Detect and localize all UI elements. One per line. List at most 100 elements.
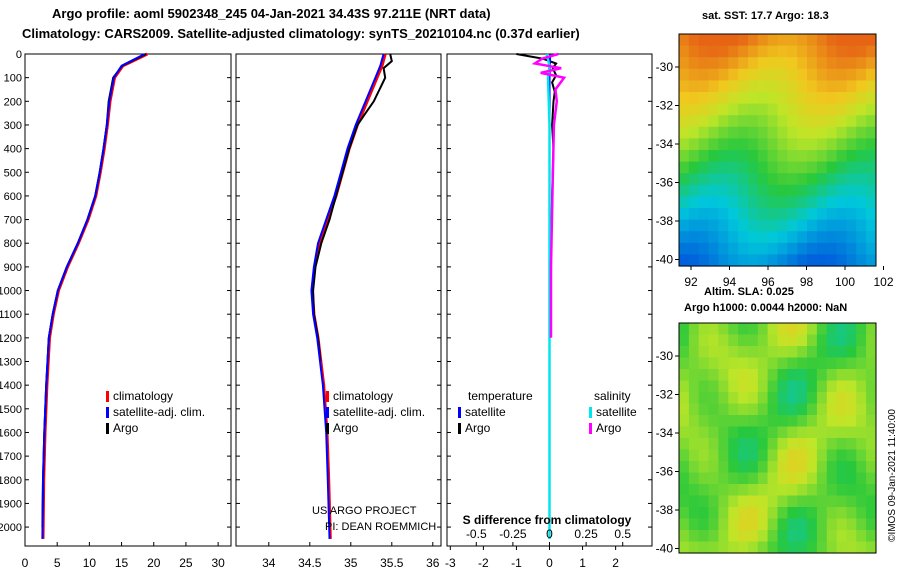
heatmap-cell [836,254,847,267]
heatmap-cell [728,184,739,197]
heatmap-cell [728,380,739,393]
heatmap-cell [856,92,867,105]
depth-tick-label: 500 [4,167,22,179]
heatmap-cell [767,115,778,128]
heatmap-cell [826,392,838,405]
heatmap-cell [698,530,710,543]
heatmap-cell [856,242,867,255]
legend-label: satellite [596,405,637,419]
heatmap-cell [856,438,867,451]
heatmap-cell [866,484,877,497]
heatmap-cell [816,426,828,439]
heatmap-cell [748,254,759,267]
heatmap-cell [718,449,729,462]
heatmap-cell [856,173,867,186]
heatmap-cell [757,103,769,116]
heatmap-cell [787,126,798,139]
heatmap-cell [688,518,700,531]
x-tick-label: -0.25 [499,527,527,541]
heatmap-cell [846,461,857,474]
heatmap-cell [698,380,710,393]
heatmap-cell [846,438,857,451]
heatmap-cell [787,92,798,105]
heatmap-cell [777,495,788,508]
heatmap-cell [698,415,710,428]
heatmap-cell [826,426,838,439]
heatmap-cell [767,173,778,186]
heatmap-cell [797,219,808,232]
heatmap-cell [846,126,857,139]
heatmap-cell [836,242,847,255]
heatmap-cell [826,231,838,244]
heatmap-cell [777,150,788,163]
heatmap-cell [718,208,729,221]
heatmap-cell [757,138,769,151]
heatmap-cell [708,392,719,405]
y-tick-label: -40 [656,542,674,556]
heatmap-cell [708,346,719,359]
heatmap-cell [866,461,877,474]
heatmap-cell [797,426,808,439]
heatmap-cell [728,518,739,531]
heatmap-cell [748,392,759,405]
heatmap-cell [738,242,749,255]
depth-tick-label: 1800 [0,475,22,487]
x-tick-label: 94 [723,275,737,289]
heatmap-cell [826,126,838,139]
heatmap-cell [826,472,838,485]
heatmap-cell [738,403,749,416]
heatmap-cell [807,208,818,221]
heatmap-cell [728,115,739,128]
x-tick-label: 34.5 [298,556,322,570]
heatmap-cell [777,219,788,232]
heatmap-cell [748,150,759,163]
heatmap-cell [688,530,700,543]
heatmap-cell [807,346,818,359]
heatmap-cell [807,92,818,105]
heatmap-cell [708,150,719,163]
heatmap-cell [777,161,788,174]
heatmap-cell [718,472,729,485]
heatmap-cell [787,231,798,244]
heatmap-cell [816,403,828,416]
heatmap-cell [738,392,749,405]
heatmap-cell [679,254,690,267]
heatmap-cell [836,103,847,116]
heatmap-cell [866,254,877,267]
heatmap-cell [846,346,857,359]
heatmap-cell [708,518,719,531]
heatmap-cell [856,518,867,531]
heatmap-cell [679,45,690,58]
heatmap-cell [698,126,710,139]
heatmap-cell [708,126,719,139]
heatmap-cell [856,115,867,128]
heatmap-cell [718,184,729,197]
heatmap-cell [807,380,818,393]
heatmap-cell [688,472,700,485]
heatmap-cell [679,472,690,485]
heatmap-cell [846,323,857,336]
x-tick-label: 15 [115,556,129,570]
heatmap-cell [826,184,838,197]
heatmap-cell [688,150,700,163]
heatmap-cell [846,80,857,93]
heatmap-cell [777,138,788,151]
heatmap-cell [826,150,838,163]
heatmap-cell [728,530,739,543]
heatmap-cell [757,495,769,508]
heatmap-cell [836,472,847,485]
heatmap-cell [787,357,798,370]
heatmap-cell [787,80,798,93]
heatmap-cell [738,161,749,174]
heatmap-cell [807,507,818,520]
heatmap-cell [866,449,877,462]
heatmap-cell [787,196,798,209]
heatmap-cell [797,242,808,255]
heatmap-cell [748,208,759,221]
heatmap-cell [728,346,739,359]
heatmap-cell [787,34,798,47]
heatmap-cell [856,357,867,370]
heatmap-cell [698,461,710,474]
heatmap-cell [767,208,778,221]
heatmap-cell [846,208,857,221]
